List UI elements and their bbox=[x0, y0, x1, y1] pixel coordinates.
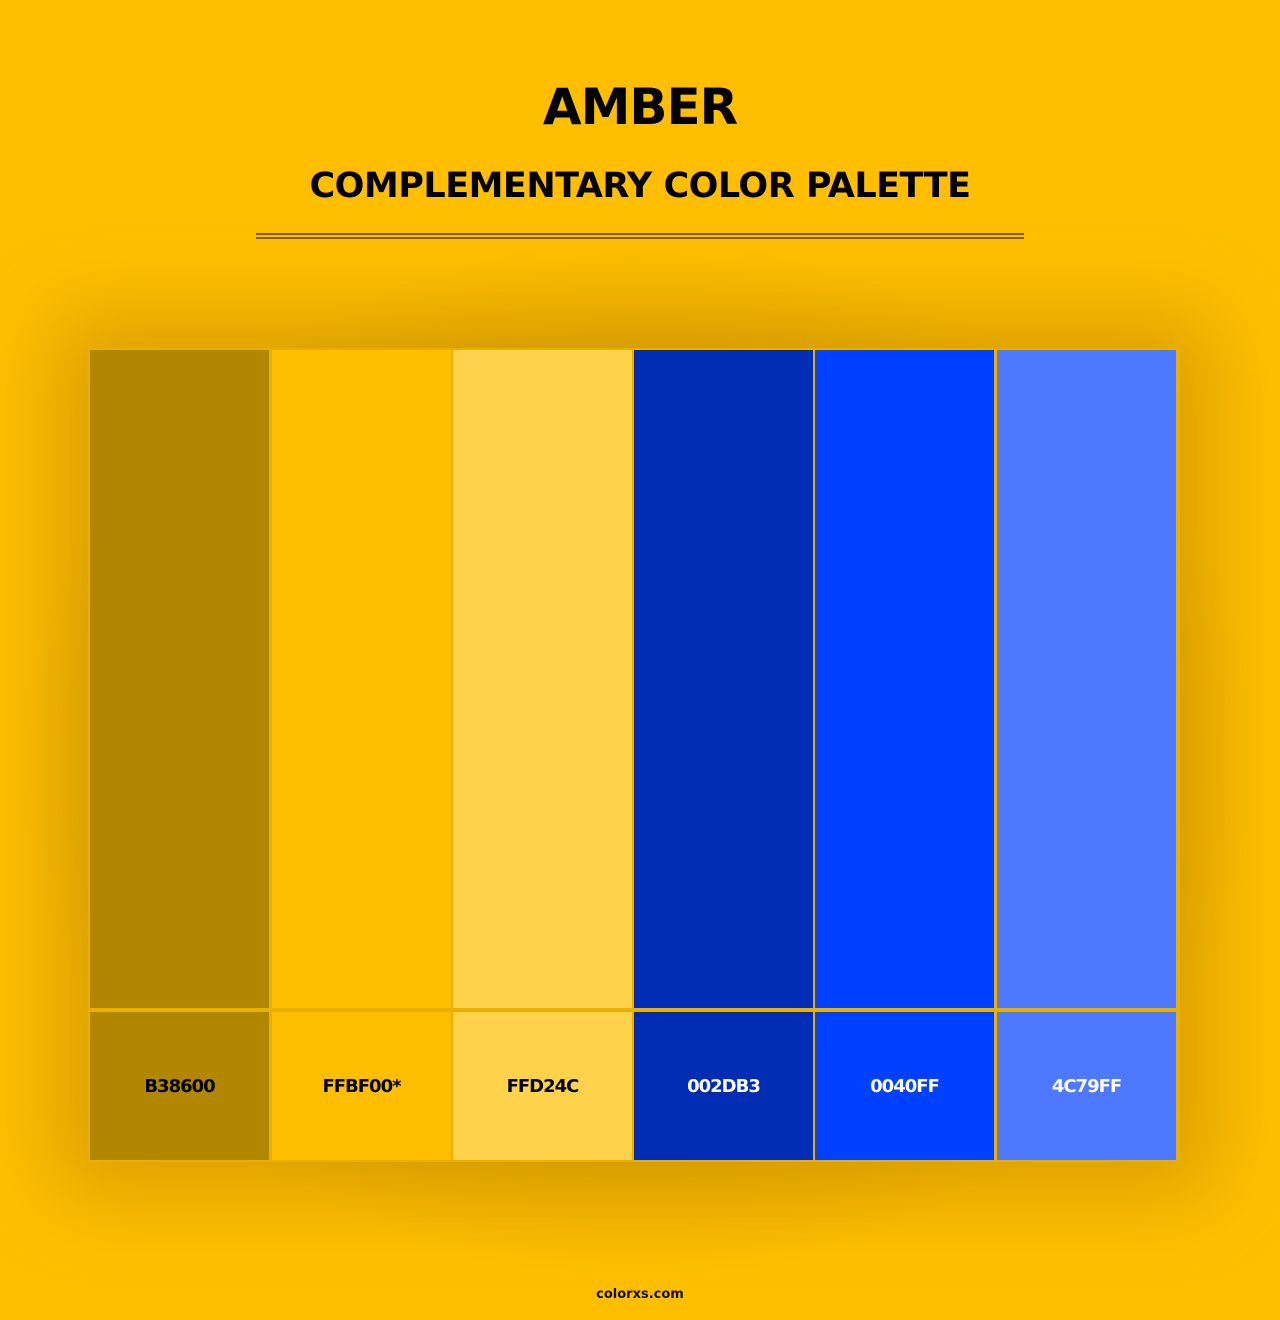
color-swatch bbox=[272, 350, 451, 1008]
color-swatch bbox=[634, 350, 813, 1008]
color-swatch bbox=[453, 350, 632, 1008]
color-label: FFD24C bbox=[453, 1012, 632, 1160]
color-swatch bbox=[997, 350, 1176, 1008]
divider bbox=[256, 233, 1024, 235]
divider bbox=[256, 237, 1024, 239]
palette-card: B38600 FFBF00* FFD24C 002DB3 0040FF 4C79FF bbox=[88, 348, 1180, 1162]
color-label: B38600 bbox=[90, 1012, 269, 1160]
page-title: AMBER bbox=[542, 78, 738, 136]
footer-brand: colorxs.com bbox=[596, 1287, 684, 1302]
page-subtitle: COMPLEMENTARY COLOR PALETTE bbox=[309, 166, 971, 206]
color-swatch bbox=[90, 350, 269, 1008]
color-swatch bbox=[815, 350, 994, 1008]
color-label: 002DB3 bbox=[634, 1012, 813, 1160]
color-label: 0040FF bbox=[815, 1012, 994, 1160]
color-label: 4C79FF bbox=[997, 1012, 1176, 1160]
color-label: FFBF00* bbox=[272, 1012, 451, 1160]
